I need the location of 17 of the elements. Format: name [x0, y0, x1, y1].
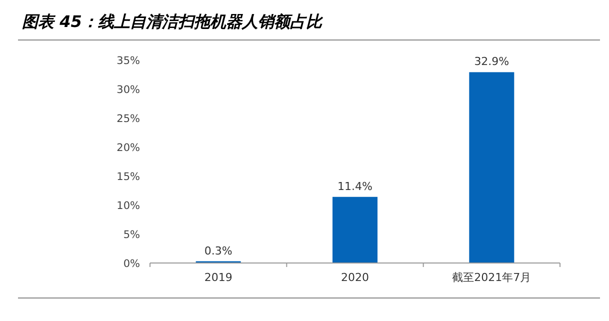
chart-title: 图表 45：线上自清洁扫拖机器人销额占比: [22, 12, 324, 31]
y-tick-label: 10%: [116, 200, 140, 212]
y-tick-label: 30%: [116, 84, 140, 96]
bar: [469, 72, 514, 263]
y-tick-label: 35%: [116, 55, 140, 67]
x-tick-label: 2019: [204, 271, 232, 284]
x-tick-label: 2020: [341, 271, 369, 284]
x-tick-label: 截至2021年7月: [452, 271, 532, 284]
bar: [332, 196, 378, 263]
y-tick-label: 15%: [116, 171, 140, 183]
y-tick-label: 0%: [123, 258, 140, 270]
y-tick-label: 20%: [116, 142, 140, 154]
data-label: 11.4%: [338, 180, 372, 193]
y-tick-label: 25%: [116, 113, 140, 125]
data-label: 32.9%: [474, 55, 510, 68]
data-label: 0.3%: [204, 244, 232, 258]
y-tick-label: 5%: [123, 229, 140, 241]
